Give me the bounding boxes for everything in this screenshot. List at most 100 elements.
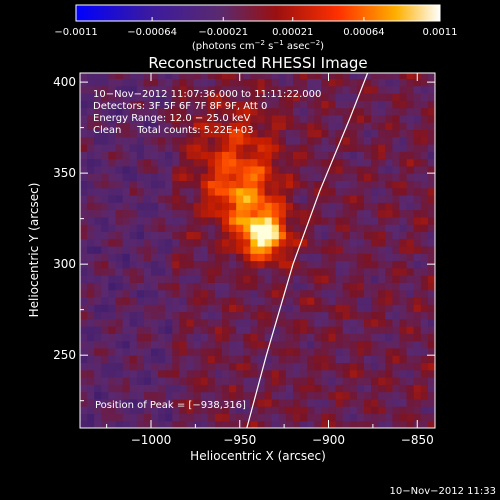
heatmap-cell	[214, 326, 223, 334]
heatmap-cell	[129, 202, 138, 211]
heatmap-cell	[285, 340, 294, 349]
heatmap-cell	[172, 93, 180, 101]
heatmap-cell	[172, 355, 180, 364]
heatmap-cell	[371, 304, 379, 313]
heatmap-cell	[158, 333, 166, 342]
heatmap-cell	[335, 114, 344, 123]
heatmap-cell	[101, 289, 109, 298]
heatmap-cell	[179, 289, 188, 298]
heatmap-cell	[321, 282, 330, 291]
heatmap-cell	[236, 93, 244, 101]
heatmap-cell	[406, 296, 415, 305]
heatmap-cell	[115, 231, 124, 240]
heatmap-cell	[399, 340, 408, 349]
heatmap-cell	[80, 151, 88, 160]
heatmap-cell	[342, 173, 351, 182]
heatmap-cell	[122, 136, 131, 145]
heatmap-cell	[321, 136, 330, 145]
heatmap-cell	[129, 231, 138, 240]
heatmap-cell	[335, 391, 344, 400]
heatmap-cell	[257, 318, 266, 327]
heatmap-cell	[94, 224, 102, 232]
heatmap-cell	[158, 253, 166, 262]
heatmap-cell	[378, 275, 386, 283]
heatmap-cell	[115, 209, 124, 218]
heatmap-cell	[406, 391, 415, 400]
heatmap-cell	[214, 114, 223, 123]
heatmap-cell	[158, 289, 166, 298]
heatmap-cell	[356, 406, 365, 415]
heatmap-cell	[136, 114, 145, 123]
heatmap-cell	[300, 158, 308, 167]
heatmap-cell	[236, 333, 244, 342]
heatmap-cell	[87, 282, 95, 291]
heatmap-cell	[321, 107, 330, 116]
heatmap-cell	[293, 93, 301, 101]
heatmap-cell	[143, 73, 152, 80]
heatmap-cell	[87, 311, 95, 320]
heatmap-cell	[271, 260, 280, 269]
heatmap-cell	[364, 165, 372, 174]
heatmap-cell	[264, 377, 273, 385]
heatmap-cell	[349, 369, 358, 378]
heatmap-cell	[165, 209, 173, 218]
heatmap-cell	[122, 282, 131, 291]
heatmap-cell	[413, 136, 422, 145]
heatmap-cell	[229, 180, 237, 189]
heatmap-cell	[328, 311, 337, 320]
heatmap-cell	[165, 224, 173, 232]
heatmap-cell	[293, 231, 301, 240]
heatmap-cell	[193, 238, 202, 247]
heatmap-cell	[200, 216, 209, 225]
heatmap-cell	[250, 311, 259, 320]
heatmap-cell	[349, 296, 358, 305]
heatmap-cell	[392, 173, 401, 182]
heatmap-cell	[250, 114, 259, 123]
heatmap-cell	[307, 318, 315, 327]
heatmap-cell	[264, 413, 273, 422]
heatmap-cell	[285, 194, 294, 203]
heatmap-cell	[378, 296, 386, 305]
heatmap-cell	[101, 333, 109, 342]
heatmap-cell	[214, 311, 223, 320]
heatmap-cell	[94, 413, 102, 422]
heatmap-cell	[293, 340, 301, 349]
heatmap-cell	[80, 231, 88, 240]
heatmap-cell	[278, 311, 287, 320]
heatmap-cell	[342, 355, 351, 364]
heatmap-cell	[200, 304, 209, 313]
heatmap-cell	[222, 333, 230, 342]
heatmap-cell	[328, 144, 337, 152]
heatmap-cell	[385, 369, 393, 378]
heatmap-cell	[427, 282, 435, 291]
heatmap-cell	[115, 100, 124, 109]
heatmap-cell	[229, 93, 237, 101]
heatmap-cell	[207, 304, 216, 313]
heatmap-cell	[115, 355, 124, 364]
heatmap-cell	[214, 333, 223, 342]
heatmap-cell	[328, 187, 337, 196]
heatmap-cell	[328, 406, 337, 415]
heatmap-cell	[186, 180, 195, 189]
heatmap-cell	[349, 420, 358, 428]
heatmap-cell	[236, 144, 244, 152]
heatmap-cell	[165, 114, 173, 123]
heatmap-cell	[108, 231, 117, 240]
heatmap-cell	[335, 144, 344, 152]
heatmap-cell	[172, 275, 180, 283]
heatmap-cell	[186, 318, 195, 327]
heatmap-cell	[335, 398, 344, 407]
heatmap-cell	[172, 100, 180, 109]
heatmap-cell	[378, 194, 386, 203]
heatmap-cell	[243, 289, 251, 298]
heatmap-cell	[165, 216, 173, 225]
heatmap-cell	[293, 347, 301, 356]
heatmap-cell	[349, 238, 358, 247]
heatmap-cell	[129, 311, 138, 320]
heatmap-cell	[250, 275, 259, 283]
heatmap-cell	[321, 333, 330, 342]
heatmap-cell	[364, 384, 372, 393]
heatmap-cell	[314, 144, 322, 152]
heatmap-cell	[356, 173, 365, 182]
heatmap-cell	[364, 231, 372, 240]
